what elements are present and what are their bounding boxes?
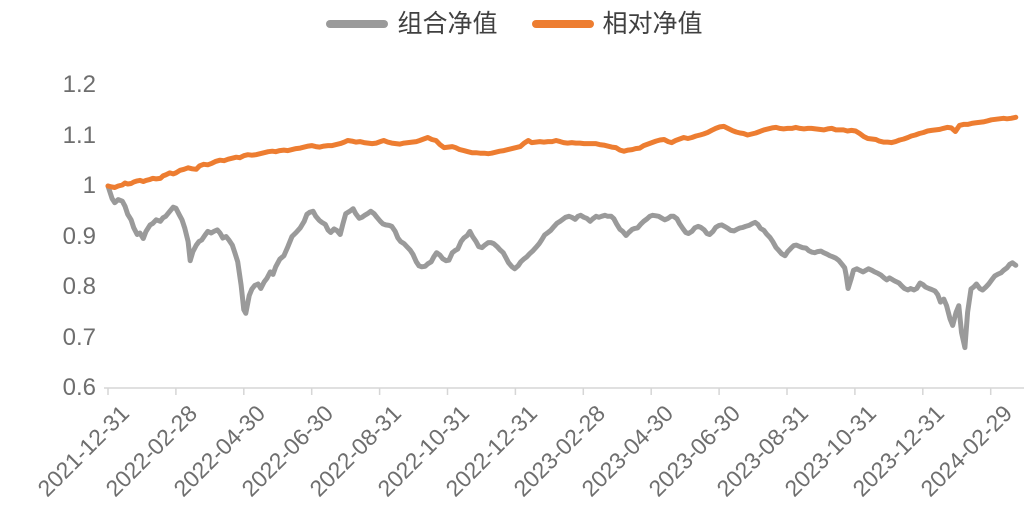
- legend-item-relative-nav: 相对净值: [531, 9, 703, 38]
- portfolio-nav-legend-label: 组合净值: [397, 9, 498, 38]
- y-axis-label: 1.1: [62, 121, 96, 149]
- chart-legend: 组合净值 相对净值: [0, 8, 1029, 40]
- legend-item-portfolio-nav: 组合净值: [326, 9, 498, 38]
- relative-nav-legend-label: 相对净值: [602, 9, 703, 38]
- relative-nav-line: [105, 114, 1019, 190]
- relative-nav-line-swatch: [531, 20, 594, 28]
- portfolio-nav-line-swatch: [326, 20, 389, 28]
- y-axis-label: 1: [82, 172, 96, 199]
- y-axis-label: 0.6: [62, 374, 96, 401]
- portfolio-nav-line: [105, 183, 1019, 351]
- y-axis-label: 0.7: [62, 323, 96, 351]
- y-axis-label: 1.2: [62, 71, 96, 98]
- y-axis-label: 0.8: [62, 273, 96, 300]
- y-axis-label: 0.9: [62, 222, 96, 250]
